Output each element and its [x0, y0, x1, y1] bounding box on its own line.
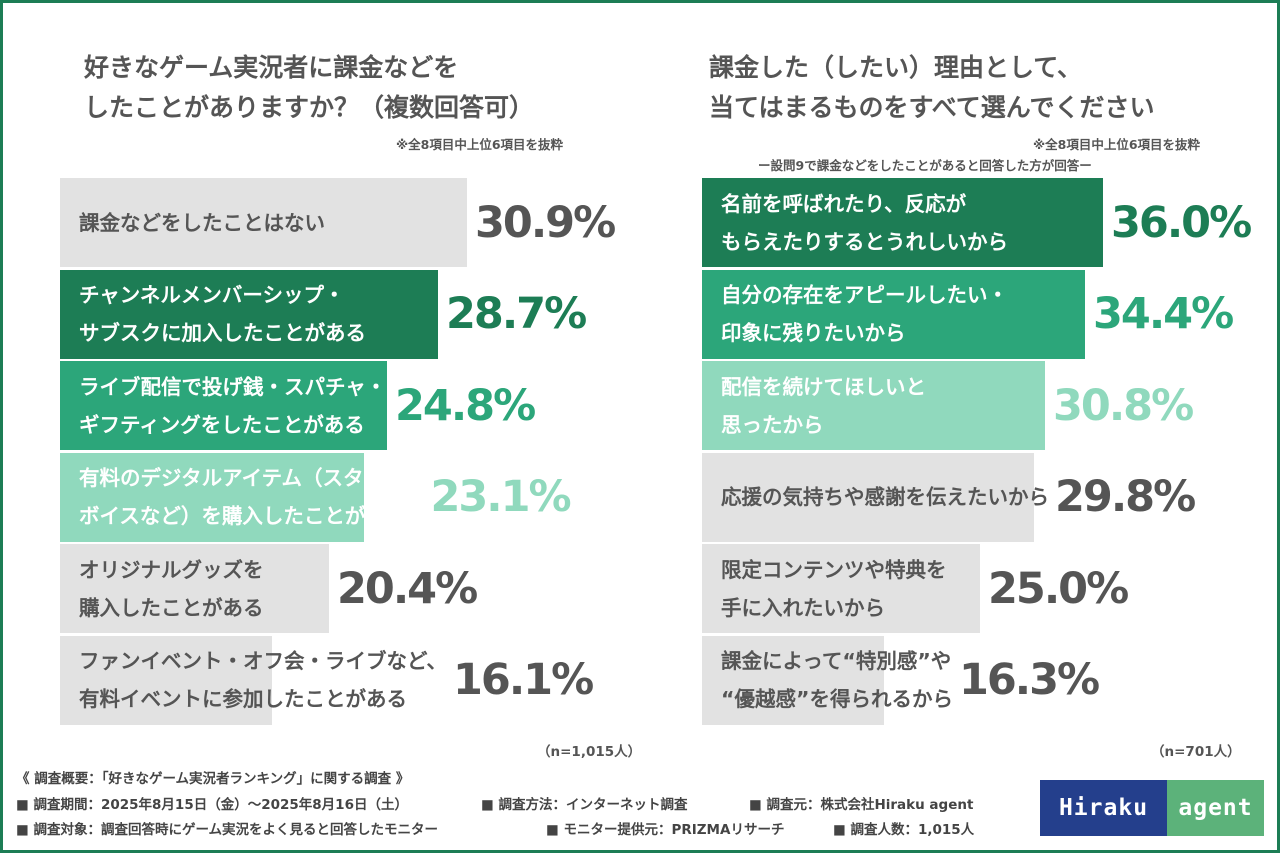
- bar: [60, 635, 272, 725]
- bar-row: 限定コンテンツや特典を 手に入れたいから 25.0%: [702, 544, 1222, 633]
- bar-row: 課金によって“特別感”や “優越感”を得られるから 16.3%: [702, 635, 1222, 725]
- footer-period: ■ 調査期間：2025年8月15日（金）〜2025年8月16日（土）: [16, 797, 408, 813]
- bar-value-label: 24.8%: [395, 380, 536, 431]
- right-chart-n: （n=701人）: [1151, 744, 1241, 760]
- bar-label: 応援の気持ちや感謝を伝えたいから: [721, 453, 1049, 542]
- bar: [60, 178, 467, 267]
- bar: [702, 635, 884, 725]
- bar-label-text: オリジナルグッズを 購入したことがある: [79, 557, 264, 620]
- hiraku-agent-logo: Hiraku agent: [1040, 780, 1264, 836]
- bar-row: ライブ配信で投げ銭・スパチャ・ ギフティングをしたことがある 24.8%: [60, 361, 580, 450]
- bar-label-text: 限定コンテンツや特典を 手に入れたいから: [721, 557, 947, 620]
- bar-value-label: 34.4%: [1093, 289, 1234, 339]
- bar-value-label: 25.0%: [988, 563, 1129, 614]
- bar: [60, 544, 329, 633]
- bar: [60, 452, 364, 542]
- bar-label: 課金などをしたことはない: [79, 178, 325, 267]
- right-chart-subnote: ー設問9で課金などをしたことがあると回答した方が回答ー: [758, 158, 1092, 173]
- bar-label-text: ライブ配信で投げ銭・スパチャ・ ギフティングをしたことがある: [79, 374, 387, 437]
- bar: [702, 178, 1103, 267]
- bar-value-label: 29.8%: [1055, 472, 1196, 522]
- bar-label: 限定コンテンツや特典を 手に入れたいから: [721, 544, 947, 633]
- bar-row: 配信を続けてほしいと 思ったから 30.8%: [702, 361, 1222, 450]
- bar-label: 配信を続けてほしいと 思ったから: [721, 361, 926, 450]
- bar-row: 有料のデジタルアイテム（スタンプ・ ボイスなど）を購入したことがある 23.1%: [60, 452, 580, 542]
- right-title-line-1: 課金した（したい）理由として、: [709, 53, 1083, 82]
- bar-label-text: チャンネルメンバーシップ・ サブスクに加入したことがある: [79, 283, 366, 345]
- bar: [60, 361, 387, 450]
- footer-method: ■ 調査方法：インターネット調査: [481, 797, 688, 813]
- bar-value-label: 36.0%: [1111, 197, 1252, 248]
- bar-value-label: 23.1%: [430, 472, 571, 522]
- left-title-line-2: したことがありますか？（複数回答可）: [84, 93, 535, 122]
- logo-left-text: Hiraku: [1040, 780, 1167, 836]
- left-chart-title: 好きなゲーム実況者に課金などを したことがありますか？（複数回答可）: [84, 48, 534, 128]
- footer-count: ■ 調査人数：1,015人: [833, 822, 975, 838]
- bar-row: オリジナルグッズを 購入したことがある 20.4%: [60, 544, 580, 633]
- left-chart-n: （n=1,015人）: [537, 744, 642, 760]
- bar-label-text: 名前を呼ばれたり、反応が もらえたりするとうれしいから: [721, 191, 1008, 254]
- bar-row: ファンイベント・オフ会・ライブなど、 有料イベントに参加したことがある 16.1%: [60, 635, 594, 725]
- bar-label: 課金によって“特別感”や “優越感”を得られるから: [721, 636, 953, 725]
- bar-label-text: 応援の気持ちや感謝を伝えたいから: [721, 485, 1049, 509]
- bar-label-text: 課金などをしたことはない: [79, 210, 325, 235]
- left-title-line-1: 好きなゲーム実況者に課金などを: [84, 53, 459, 82]
- footer-source: ■ 調査元：株式会社Hiraku agent: [749, 797, 974, 813]
- bar-label: 有料のデジタルアイテム（スタンプ・ ボイスなど）を購入したことがある: [79, 453, 424, 542]
- bar-row: 課金などをしたことはない 30.9%: [60, 178, 616, 267]
- bar-label: ライブ配信で投げ銭・スパチャ・ ギフティングをしたことがある: [79, 361, 386, 450]
- right-chart-note: ※全8項目中上位6項目を抜粋: [1033, 137, 1201, 152]
- bar-value-label: 16.1%: [452, 655, 594, 705]
- bar-value-label: 20.4%: [337, 563, 478, 614]
- bar-row: 名前を呼ばれたり、反応が もらえたりするとうれしいから 36.0%: [702, 178, 1252, 267]
- bar-row: 応援の気持ちや感謝を伝えたいから 29.8%: [702, 452, 1222, 542]
- bar-value-label: 30.8%: [1053, 380, 1194, 431]
- bar: [702, 269, 1085, 359]
- bar-label: ファンイベント・オフ会・ライブなど、 有料イベントに参加したことがある: [79, 636, 447, 725]
- bar: [702, 452, 1034, 542]
- bar-label: 自分の存在をアピールしたい・ 印象に残りたいから: [721, 270, 1008, 359]
- footer-target: ■ 調査対象：調査回答時にゲーム実況をよく見ると回答したモニター: [16, 822, 439, 838]
- logo-right-text: agent: [1167, 780, 1264, 836]
- bar-value-label: 16.3%: [958, 655, 1100, 705]
- right-title-line-2: 当てはまるものをすべて選んでください: [709, 93, 1155, 122]
- left-chart-note: ※全8項目中上位6項目を抜粋: [396, 137, 564, 152]
- footer-summary: 《 調査概要：「好きなゲーム実況者ランキング」に関する調査 》: [16, 771, 410, 787]
- bar-value-label: 30.9%: [475, 197, 616, 248]
- bar: [702, 544, 980, 633]
- bar-label: オリジナルグッズを 購入したことがある: [79, 544, 264, 633]
- bar-label-text: 有料のデジタルアイテム（スタンプ・ ボイスなど）を購入したことがある: [79, 466, 425, 528]
- bar-row: 自分の存在をアピールしたい・ 印象に残りたいから 34.4%: [702, 269, 1234, 359]
- bar-row: チャンネルメンバーシップ・ サブスクに加入したことがある 28.7%: [60, 269, 587, 359]
- bar-label: チャンネルメンバーシップ・ サブスクに加入したことがある: [79, 270, 366, 359]
- bar-value-label: 28.7%: [446, 289, 587, 339]
- bar-label-text: 配信を続けてほしいと 思ったから: [721, 374, 926, 437]
- right-chart-title: 課金した（したい）理由として、 当てはまるものをすべて選んでください: [709, 48, 1155, 128]
- bar-label-text: 課金によって“特別感”や “優越感”を得られるから: [721, 649, 953, 711]
- footer-provider: ■ モニター提供元：PRIZMAリサーチ: [546, 822, 785, 838]
- bar: [60, 269, 438, 359]
- bar: [702, 361, 1045, 450]
- bar-label: 名前を呼ばれたり、反応が もらえたりするとうれしいから: [721, 178, 1008, 267]
- bar-label-text: 自分の存在をアピールしたい・ 印象に残りたいから: [721, 283, 1008, 345]
- bar-label-text: ファンイベント・オフ会・ライブなど、 有料イベントに参加したことがある: [79, 649, 447, 711]
